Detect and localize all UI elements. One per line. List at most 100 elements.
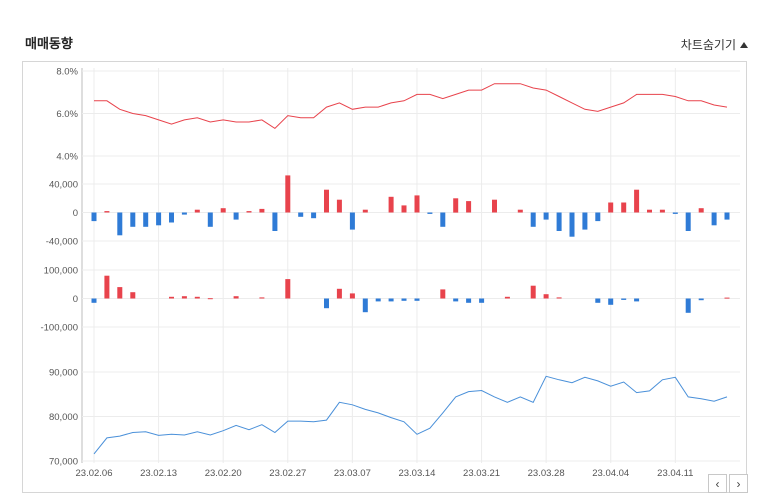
net1-bar [582, 212, 588, 230]
chart-toggle-label: 차트숨기기 [680, 38, 736, 52]
y-tick-label: 4.0% [56, 152, 78, 163]
net1-bar [298, 212, 304, 217]
x-tick-label: 23.04.04 [592, 468, 629, 479]
x-tick-label: 23.03.21 [463, 468, 500, 479]
net1-bar [349, 212, 355, 230]
net2-bar [621, 298, 627, 300]
net1-bar [143, 212, 149, 227]
net1-bar [440, 212, 446, 227]
net1-bar [117, 212, 123, 236]
net1-bar [414, 195, 420, 213]
chevron-left-icon: ‹ [715, 476, 720, 491]
net2-bar [285, 279, 291, 299]
net2-bar [479, 298, 485, 303]
net2-bar [181, 296, 187, 299]
net2-bar [130, 292, 136, 299]
y-tick-label: 90,000 [49, 368, 78, 379]
net2-bar [530, 285, 536, 299]
y-tick-label: -40,000 [46, 237, 78, 248]
net2-bar [556, 297, 562, 299]
net1-bar [272, 212, 278, 231]
net1-bar [530, 212, 536, 227]
net2-bar [259, 297, 265, 299]
x-tick-label: 23.04.11 [657, 468, 693, 479]
net2-bar [233, 296, 239, 299]
net1-bar [233, 212, 239, 220]
net2-bar [543, 294, 549, 299]
y-tick-label: 100,000 [44, 266, 78, 277]
net2-bar [466, 298, 472, 303]
net1-bar [220, 208, 226, 213]
net2-bar [698, 298, 704, 301]
chart-toggle-button[interactable]: 차트숨기기 [681, 36, 748, 53]
y-tick-label: -100,000 [40, 323, 78, 334]
net2-bar [117, 287, 123, 299]
net1-bar [453, 198, 459, 213]
net1-bar [388, 196, 394, 213]
net2-bar [608, 298, 614, 305]
y-tick-label: 8.0% [56, 67, 78, 78]
net2-bar [595, 298, 601, 303]
net1-bar [492, 199, 497, 213]
net2-bar [169, 296, 174, 299]
chart-frame [22, 61, 747, 493]
y-tick-label: 80,000 [49, 412, 78, 423]
prev-page-button[interactable]: ‹ [708, 474, 727, 493]
net1-bar [621, 202, 627, 213]
net1-bar [181, 212, 187, 215]
page-title: 매매동향 [25, 36, 73, 51]
net1-bar [569, 212, 575, 237]
net1-bar [91, 212, 97, 222]
net2-bar [504, 296, 510, 299]
net1-bar [724, 212, 730, 220]
net1-bar [259, 208, 265, 213]
net1-bar [311, 212, 317, 219]
net2-bar [375, 298, 381, 302]
ratio-series-line [94, 83, 728, 130]
net1-bar [634, 189, 640, 213]
net2-bar [634, 298, 640, 302]
next-page-button[interactable]: › [729, 474, 748, 493]
net2-bar [685, 298, 691, 313]
triangle-up-icon [740, 41, 748, 48]
net1-bar [156, 212, 162, 226]
net1-bar [685, 212, 691, 231]
net2-bar [388, 298, 394, 302]
net2-bar [401, 298, 407, 301]
net1-bar [698, 208, 704, 213]
x-tick-label: 23.02.20 [205, 468, 242, 479]
net1-bar [324, 189, 329, 213]
net2-bar [440, 289, 446, 299]
y-tick-label: 6.0% [56, 109, 78, 120]
net1-bar [285, 175, 291, 213]
net2-bar [414, 298, 420, 301]
net1-bar [246, 211, 252, 213]
net1-bar [595, 212, 601, 222]
x-tick-label: 23.02.27 [269, 468, 306, 479]
net1-bar [466, 201, 472, 213]
net1-bar [659, 209, 665, 213]
net2-bar [104, 275, 110, 299]
net1-bar [401, 205, 407, 213]
net2-bar [91, 298, 97, 303]
net2-bar [194, 296, 200, 299]
price-series-line [93, 375, 728, 455]
y-tick-label: 0 [73, 208, 78, 219]
net1-bar [362, 209, 368, 213]
net1-bar [194, 209, 200, 213]
net1-bar [336, 199, 342, 213]
net1-bar [608, 202, 614, 213]
x-tick-label: 23.02.06 [76, 468, 113, 479]
net2-bar [207, 298, 213, 300]
net1-bar [517, 209, 523, 213]
y-tick-label: 40,000 [49, 180, 78, 191]
net1-bar [104, 211, 110, 213]
net2-bar [324, 298, 329, 309]
net2-bar [362, 298, 368, 313]
x-tick-label: 23.03.14 [398, 468, 435, 479]
net1-bar [672, 212, 678, 214]
net1-bar [207, 212, 213, 227]
net1-bar [427, 212, 433, 214]
net1-bar [647, 209, 652, 213]
